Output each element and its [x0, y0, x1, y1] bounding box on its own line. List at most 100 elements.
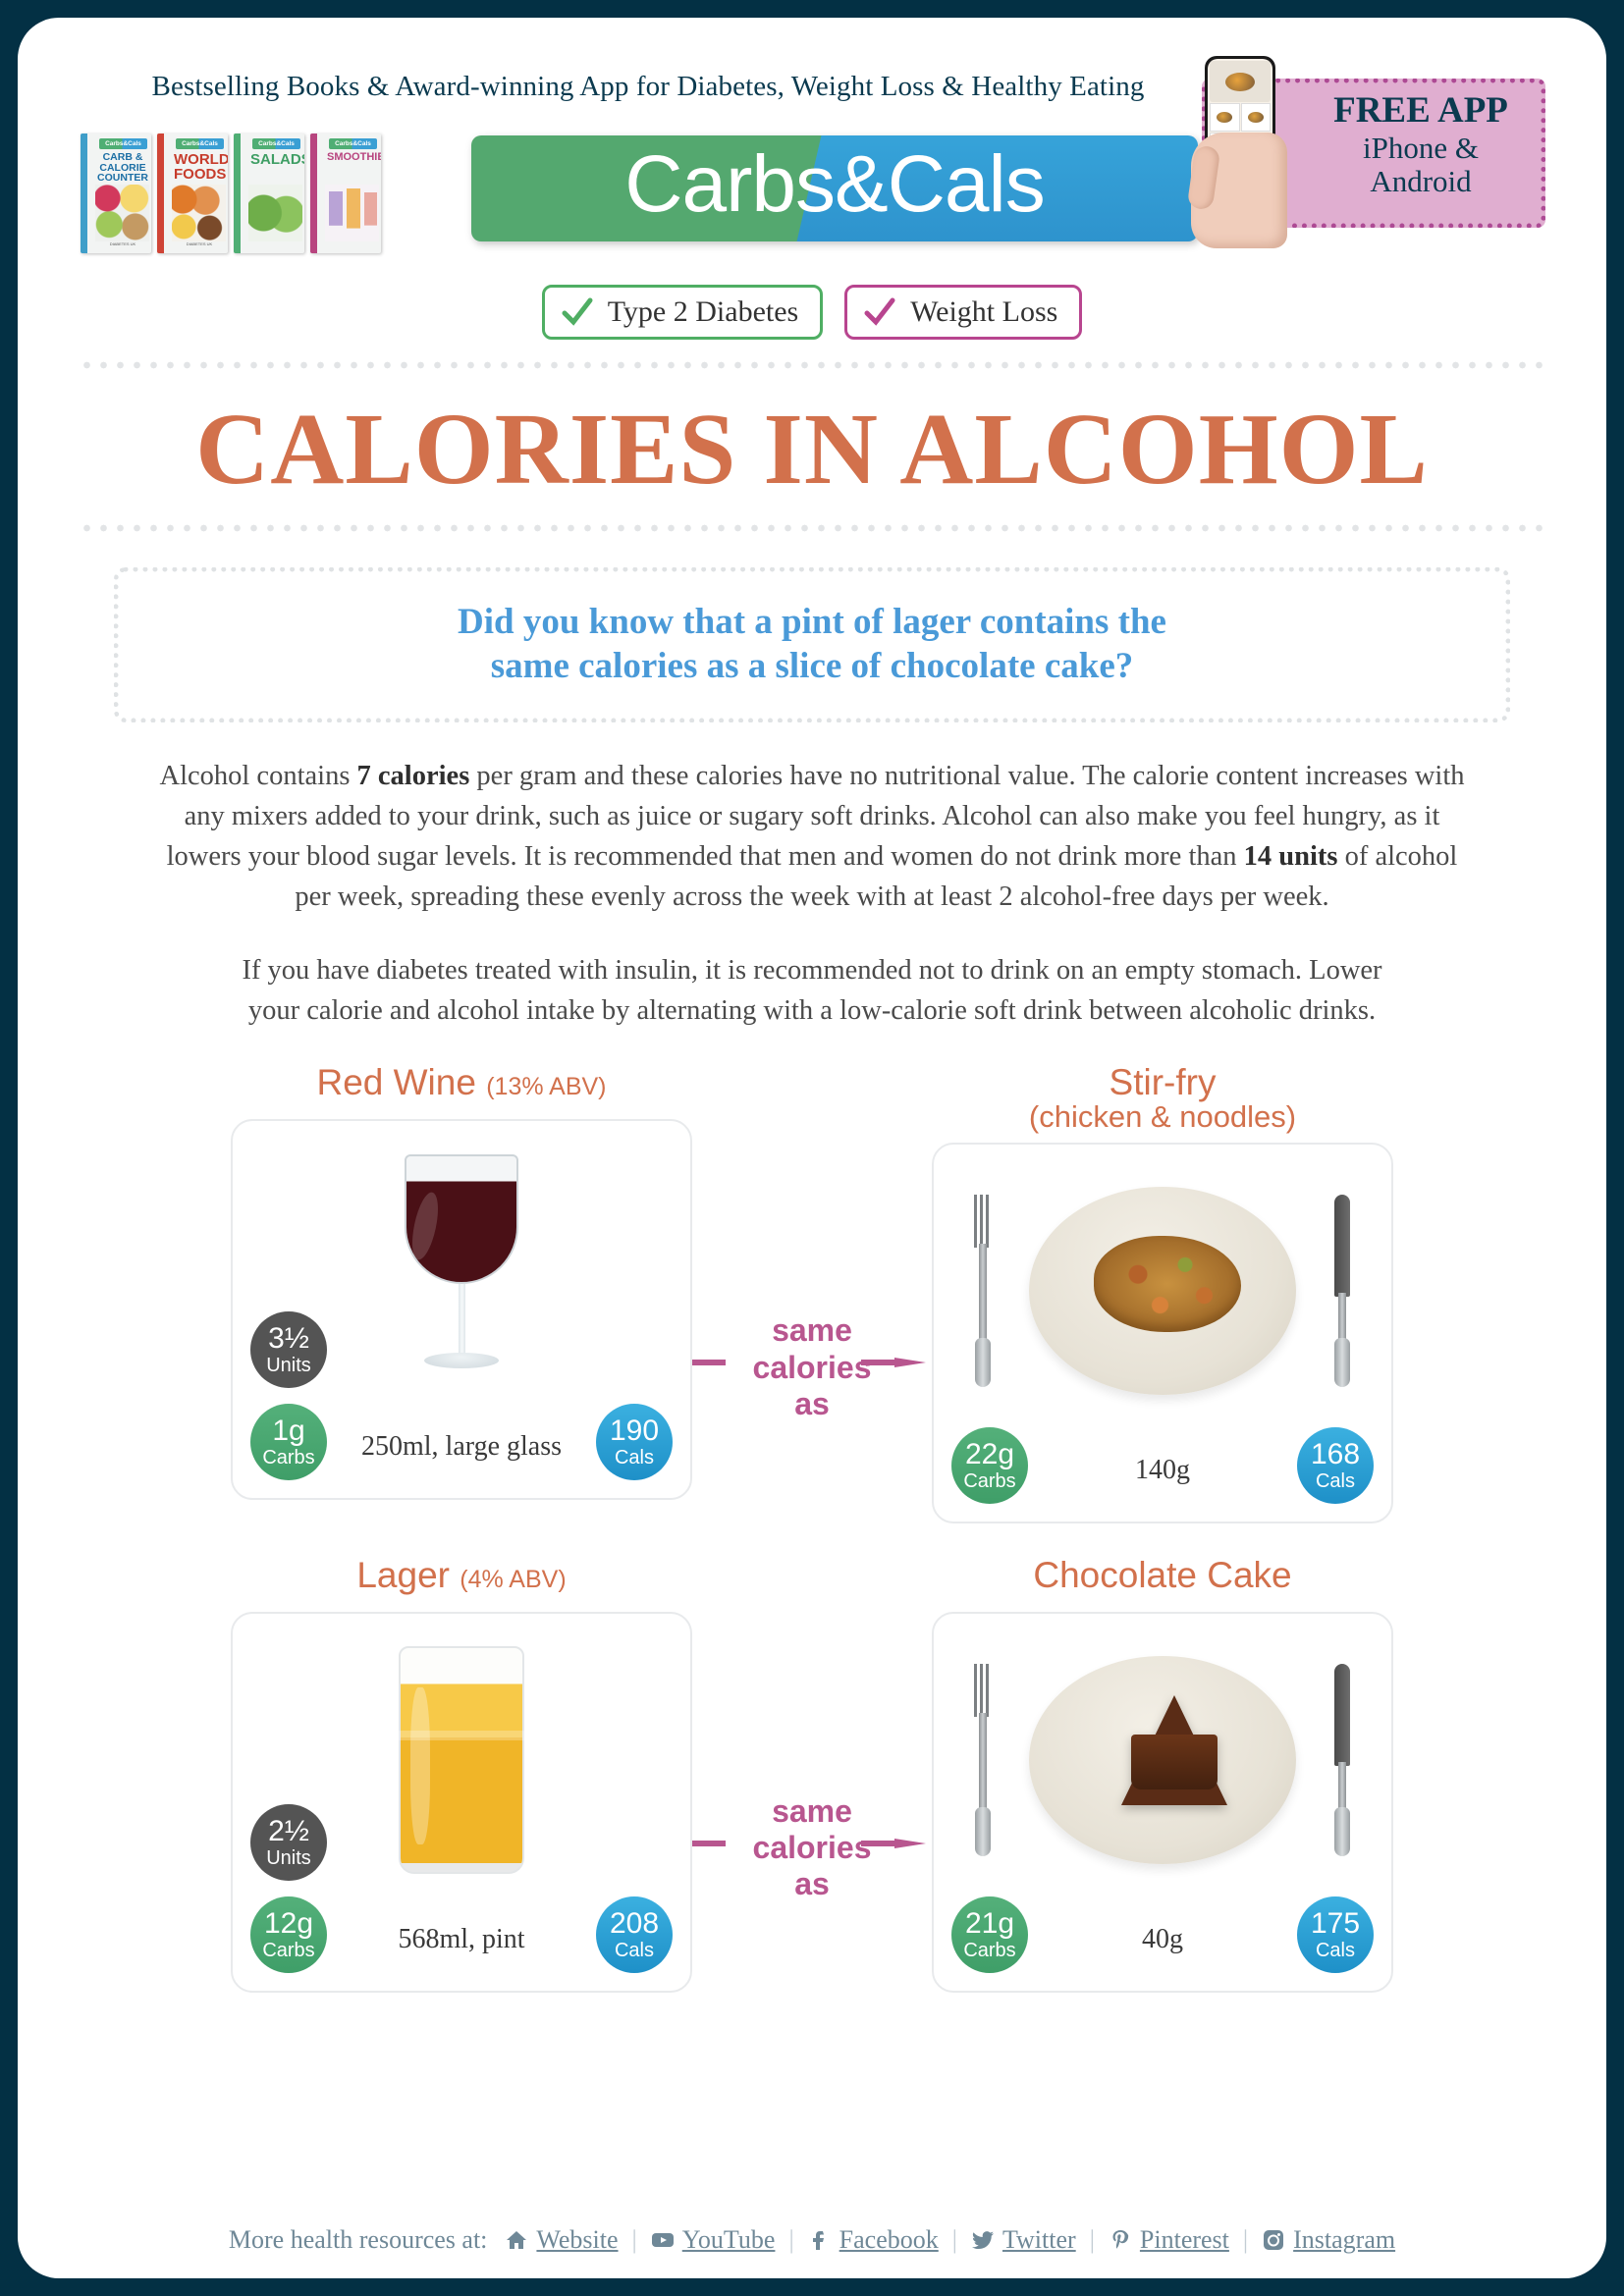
- arrow-label-line3: as: [794, 1385, 830, 1421]
- logo-green-panel: [471, 135, 785, 241]
- comparison-left-lager: Lager (4% ABV) 2½ Units 1: [231, 1556, 692, 1993]
- arrow-label-line1: same: [772, 1312, 852, 1349]
- arrow-label-line1: same: [772, 1793, 852, 1830]
- footer-lead-text: More health resources at:: [228, 2225, 488, 2254]
- instagram-icon: [1264, 2230, 1284, 2250]
- arrow-label-line2: calories: [752, 1830, 872, 1866]
- item-image: [934, 1628, 1391, 1893]
- same-calories-arrow-1: same calories as: [692, 1165, 932, 1421]
- carbs-value: 12g: [263, 1906, 314, 1940]
- carbs-chip: 12g Carbs: [250, 1896, 327, 1973]
- footer-link-twitter[interactable]: Twitter: [971, 2225, 1076, 2255]
- fork-icon: [972, 1194, 994, 1387]
- book-cover-salads: Carbs&Cals SALADS: [234, 133, 304, 253]
- item-subtitle: (chicken & noodles): [1028, 1099, 1297, 1135]
- carbs-label: Carbs: [262, 1447, 315, 1469]
- cals-chip: 190 Cals: [596, 1404, 673, 1481]
- footer: More health resources at: Website | YouT…: [18, 2225, 1606, 2255]
- check-icon: [864, 297, 895, 326]
- units-label: Units: [266, 1355, 311, 1377]
- free-app-text: FREE APP iPhone & Android: [1317, 90, 1525, 199]
- plate-with-cake-icon: [947, 1642, 1379, 1878]
- knife-handle: [1334, 1337, 1350, 1387]
- book-brand-logo: Carbs&Cals: [99, 138, 147, 149]
- footer-link-label: Website: [536, 2225, 619, 2254]
- cals-value: 208: [609, 1906, 660, 1940]
- page-title: CALORIES IN ALCOHOL: [195, 393, 1429, 506]
- logo-blue-panel: [785, 135, 1198, 241]
- footer-separator: |: [788, 2225, 794, 2254]
- knife-neck: [1338, 1761, 1346, 1811]
- footer-separator: |: [631, 2225, 637, 2254]
- highlight-14-units: 14 units: [1243, 841, 1338, 873]
- highlight-7-calories: 7 calories: [356, 761, 470, 792]
- question-line-1: Did you know that a pint of lager contai…: [458, 602, 1166, 642]
- item-card: 22g Carbs 168 Cals 140g: [932, 1142, 1393, 1523]
- divider-dots-bottom: [79, 524, 1545, 532]
- item-title: Lager (4% ABV): [231, 1556, 692, 1602]
- stirfry-food: [1094, 1235, 1241, 1332]
- book-cover-smoothies: Carbs&Cals SMOOTHIES: [310, 133, 381, 253]
- fork-neck: [979, 1243, 987, 1342]
- hand-holding-phone-image: [1186, 56, 1291, 248]
- footer-separator: |: [1242, 2225, 1249, 2254]
- fork-tines: [974, 1194, 992, 1248]
- item-card: 3½ Units 1g Carbs 190 Cals 250ml, large …: [231, 1119, 692, 1501]
- cals-label: Cals: [1315, 1469, 1355, 1492]
- book-brand-logo: Carbs&Cals: [252, 138, 300, 149]
- pint-glass-icon: [397, 1645, 526, 1874]
- facebook-icon: [812, 2231, 824, 2250]
- carbs-value: 22g: [964, 1437, 1015, 1470]
- book-covers: Carbs&Cals CARB & CALORIE COUNTER DIABET…: [81, 133, 381, 253]
- footer-link-facebook[interactable]: Facebook: [808, 2225, 939, 2255]
- carbs-chip: 22g Carbs: [951, 1426, 1028, 1504]
- units-value: 3½: [268, 1322, 309, 1356]
- cals-label: Cals: [614, 1939, 654, 1961]
- footer-separator: |: [1089, 2225, 1095, 2254]
- badge-type-2-diabetes[interactable]: Type 2 Diabetes: [541, 285, 824, 340]
- comparison-right-stir-fry: Stir-fry (chicken & noodles): [932, 1064, 1393, 1523]
- paragraph-1-part-a: Alcohol contains: [159, 761, 357, 792]
- knife-neck: [1338, 1292, 1346, 1342]
- footer-link-label: Facebook: [839, 2225, 939, 2254]
- audience-badges: Type 2 Diabetes Weight Loss: [18, 285, 1606, 340]
- cals-chip: 208 Cals: [596, 1896, 673, 1973]
- wine-stem: [459, 1284, 465, 1358]
- book-title: WORLD FOODS: [174, 151, 228, 184]
- footer-link-label: Twitter: [1001, 2225, 1076, 2254]
- pint-glass-waist: [397, 1730, 526, 1740]
- book-brand-logo: Carbs&Cals: [176, 138, 224, 149]
- portion-label: 40g: [1142, 1923, 1183, 1954]
- highlight-question-box: Did you know that a pint of lager contai…: [114, 567, 1510, 723]
- knife-blade: [1334, 1663, 1350, 1766]
- footer-link-instagram[interactable]: Instagram: [1262, 2225, 1395, 2255]
- footer-link-website[interactable]: Website: [505, 2225, 619, 2255]
- book-footer-note: [326, 241, 379, 251]
- badge-label: Weight Loss: [910, 295, 1058, 328]
- book-cover-world-foods: Carbs&Cals WORLD FOODS DIABETES UK: [157, 133, 228, 253]
- carbs-value: 1g: [272, 1415, 305, 1448]
- header-tagline: Bestselling Books & Award-winning App fo…: [151, 71, 1145, 102]
- units-value: 2½: [268, 1814, 309, 1847]
- cals-value: 190: [609, 1415, 660, 1448]
- item-image: [934, 1158, 1391, 1423]
- item-abv: (13% ABV): [486, 1073, 607, 1101]
- footer-link-youtube[interactable]: YouTube: [651, 2225, 775, 2255]
- units-label: Units: [266, 1846, 311, 1869]
- item-title: Chocolate Cake: [932, 1556, 1393, 1602]
- book-cover-photo: [172, 185, 226, 241]
- badge-label: Type 2 Diabetes: [607, 295, 799, 328]
- arrow-right-icon: [692, 1839, 926, 1849]
- free-app-callout[interactable]: FREE APP iPhone & Android: [1186, 56, 1545, 248]
- badge-weight-loss[interactable]: Weight Loss: [844, 285, 1083, 340]
- item-card: 2½ Units 12g Carbs 208 Cals 568ml, pint: [231, 1611, 692, 1993]
- free-app-line2: iPhone &: [1363, 130, 1479, 165]
- arrow-label-line2: calories: [752, 1349, 872, 1385]
- footer-link-pinterest[interactable]: Pinterest: [1109, 2225, 1229, 2255]
- fork-neck: [979, 1712, 987, 1811]
- item-name: Red Wine: [316, 1062, 476, 1103]
- arrow-label-line3: as: [794, 1866, 830, 1902]
- brand-logo: Carbs&Cals: [471, 135, 1198, 241]
- wine-foot: [424, 1353, 499, 1369]
